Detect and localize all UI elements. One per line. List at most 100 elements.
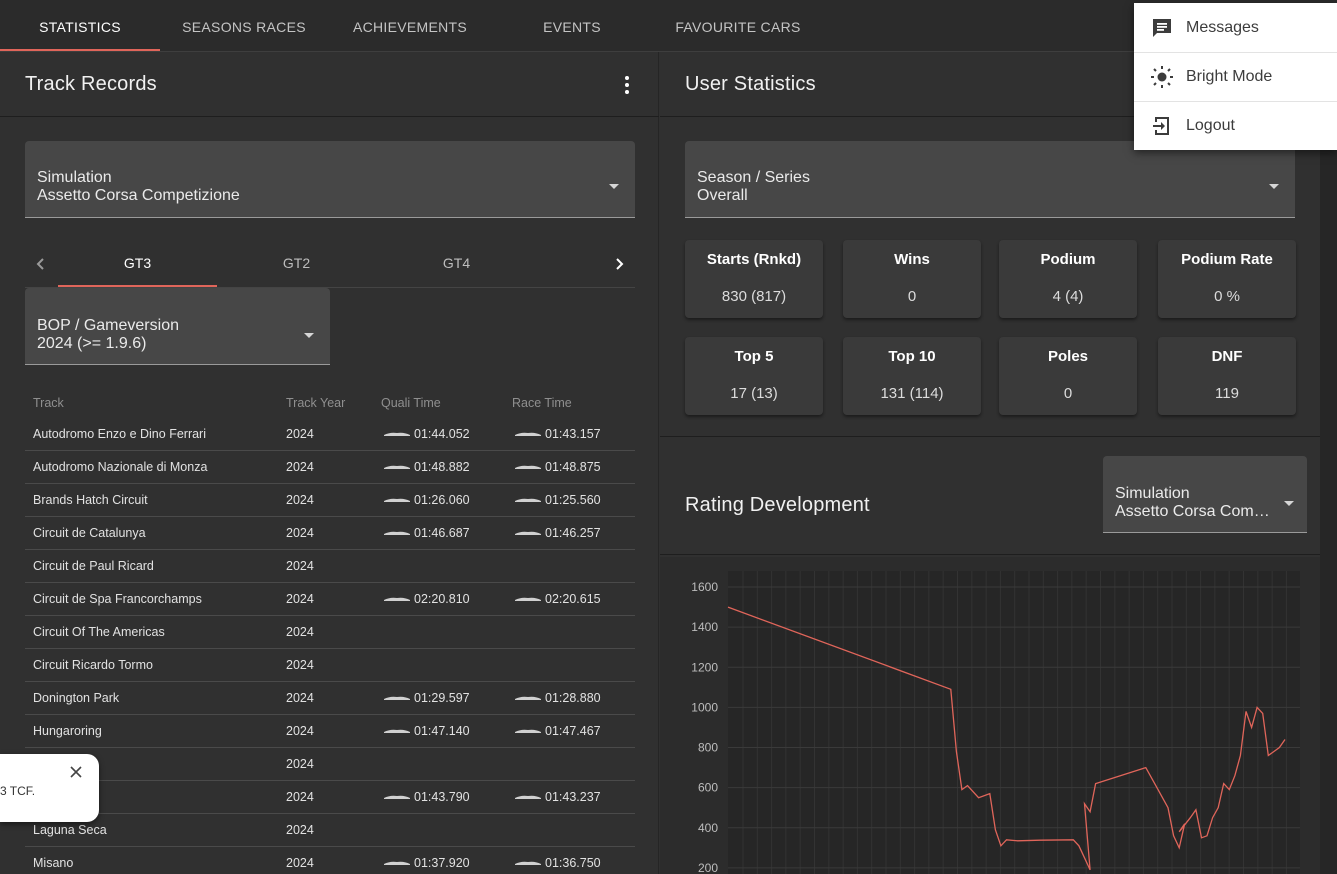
car-icon (384, 597, 410, 601)
season-series-select[interactable]: Season / Series Overall (685, 141, 1295, 218)
stat-card-dnf: DNF 119 (1158, 337, 1296, 415)
menu-divider (1134, 101, 1337, 102)
stat-label: Starts (Rnkd) (706, 251, 802, 268)
tab-gt4[interactable]: GT4 (442, 255, 471, 271)
chevron-down-icon (609, 184, 619, 189)
track-year: 2024 (286, 559, 314, 573)
race-time: 01:46.257 (545, 526, 601, 540)
track-name: Hungaroring (33, 724, 102, 738)
rating-chart: 1600 1400 1200 1000 800 600 400 200 (660, 557, 1320, 874)
bop-gameversion-select[interactable]: BOP / Gameversion 2024 (>= 1.9.6) (25, 288, 330, 365)
menu-item-label: Logout (1186, 117, 1235, 134)
tab-statistics[interactable]: STATISTICS (0, 0, 160, 51)
stat-value: 0 (1063, 385, 1073, 402)
track-name: Circuit de Catalunya (33, 526, 146, 540)
quali-time: 01:47.140 (414, 724, 470, 738)
stat-card-podium: Podium 4 (4) (999, 240, 1137, 318)
tab-gt3[interactable]: GT3 (58, 240, 217, 287)
table-row[interactable]: Autodromo Nazionale di Monza 2024 01:48.88… (25, 451, 635, 484)
table-row[interactable]: Autodromo Enzo e Dino Ferrari 2024 01:44.0… (25, 418, 635, 451)
stat-label: Podium Rate (1181, 251, 1273, 268)
table-row[interactable]: Donington Park 2024 01:29.597 01:28.880 (25, 682, 635, 715)
stat-label: Podium (1040, 251, 1096, 268)
close-icon[interactable] (68, 764, 84, 780)
table-row[interactable]: Misano 2024 01:37.920 01:36.750 (25, 847, 635, 874)
track-name: Circuit de Paul Ricard (33, 559, 154, 573)
stat-label: DNF (1211, 348, 1243, 365)
car-icon (384, 795, 410, 799)
y-tick-label: 400 (698, 821, 718, 835)
table-row[interactable]: Laguna Seca 2024 (25, 814, 635, 847)
car-icon (515, 861, 541, 865)
tab-events[interactable]: EVENTS (543, 19, 601, 35)
track-year: 2024 (286, 625, 314, 639)
race-time: 01:28.880 (545, 691, 601, 705)
rating-chart-svg: 1600 1400 1200 1000 800 600 400 200 (691, 571, 1300, 874)
user-statistics-card: User Statistics Season / Series Overall … (660, 52, 1320, 874)
table-row[interactable]: Circuit de Paul Ricard 2024 (25, 550, 635, 583)
stat-card-wins: Wins 0 (843, 240, 981, 318)
menu-item-messages[interactable]: Messages (1134, 3, 1337, 52)
divider (0, 116, 659, 117)
track-year: 2024 (286, 526, 314, 540)
quali-time: 01:46.687 (414, 526, 470, 540)
rating-simulation-select[interactable]: Simulation Assetto Corsa Com… (1103, 456, 1307, 533)
menu-item-bright-mode[interactable]: Bright Mode (1134, 52, 1337, 101)
table-row[interactable]: 2024 01:43.790 01:43.237 (25, 781, 635, 814)
race-time: 01:36.750 (545, 856, 601, 870)
track-year: 2024 (286, 823, 314, 837)
chevron-down-icon (304, 333, 314, 338)
table-row[interactable]: Circuit Ricardo Tormo 2024 (25, 649, 635, 682)
track-name: Autodromo Enzo e Dino Ferrari (33, 427, 206, 441)
table-row[interactable]: Circuit de Spa Francorchamps 2024 02:20.81… (25, 583, 635, 616)
stat-value: 17 (13) (730, 385, 778, 402)
car-icon (384, 531, 410, 535)
scrollbar[interactable] (1320, 52, 1337, 874)
bop-select-value: 2024 (>= 1.9.6) (37, 335, 147, 352)
bop-select-label: BOP / Gameversion (37, 317, 179, 334)
tab-favourite-cars[interactable]: FAVOURITE CARS (675, 19, 801, 35)
track-records-title: Track Records (25, 73, 157, 95)
simulation-select[interactable]: Simulation Assetto Corsa Competizione (25, 141, 635, 218)
quali-time: 01:48.882 (414, 460, 470, 474)
table-row[interactable]: is2024 (25, 748, 635, 781)
menu-item-logout[interactable]: Logout (1134, 101, 1337, 150)
user-statistics-title: User Statistics (685, 73, 816, 95)
tabs-scroll-left-icon[interactable] (25, 240, 57, 287)
table-row[interactable]: Brands Hatch Circuit 2024 01:26.060 01:25.5… (25, 484, 635, 517)
car-icon (515, 531, 541, 535)
table-row[interactable]: Hungaroring 2024 01:47.140 01:47.467 (25, 715, 635, 748)
track-year: 2024 (286, 592, 314, 606)
toast-notification: 3 TCF. (0, 754, 99, 822)
race-time: 01:43.237 (545, 790, 601, 804)
stat-card-top-10: Top 10 131 (114) (843, 337, 981, 415)
more-options-icon[interactable] (617, 74, 637, 96)
track-year: 2024 (286, 724, 314, 738)
logout-icon (1150, 114, 1174, 138)
stat-value: 0 % (1214, 288, 1240, 305)
track-name: Circuit Ricardo Tormo (33, 658, 153, 672)
table-row[interactable]: Circuit de Catalunya 2024 01:46.687 01:46.2… (25, 517, 635, 550)
tab-seasons-races[interactable]: SEASONS RACES (182, 19, 306, 35)
plot-area (728, 571, 1300, 874)
rating-select-value: Assetto Corsa Com… (1115, 503, 1270, 520)
rating-development-title: Rating Development (685, 494, 870, 516)
column-header-track: Track (33, 396, 64, 410)
tab-achievements[interactable]: ACHIEVEMENTS (352, 19, 468, 35)
tabs-scroll-right-icon[interactable] (603, 240, 635, 287)
car-icon (515, 432, 541, 436)
track-year: 2024 (286, 691, 314, 705)
simulation-select-label: Simulation (37, 169, 112, 186)
stat-label: Top 5 (734, 348, 774, 365)
track-year: 2024 (286, 460, 314, 474)
divider (660, 554, 1320, 555)
sun-icon (1150, 65, 1174, 89)
tab-gt2[interactable]: GT2 (282, 255, 311, 271)
main-tab-bar: STATISTICS SEASONS RACES ACHIEVEMENTS EV… (0, 0, 1337, 52)
stat-label: Poles (1047, 348, 1089, 365)
stat-value: 830 (817) (721, 288, 787, 305)
quali-time: 01:29.597 (414, 691, 470, 705)
track-name: Autodromo Nazionale di Monza (33, 460, 208, 474)
track-year: 2024 (286, 493, 314, 507)
table-row[interactable]: Circuit Of The Americas 2024 (25, 616, 635, 649)
